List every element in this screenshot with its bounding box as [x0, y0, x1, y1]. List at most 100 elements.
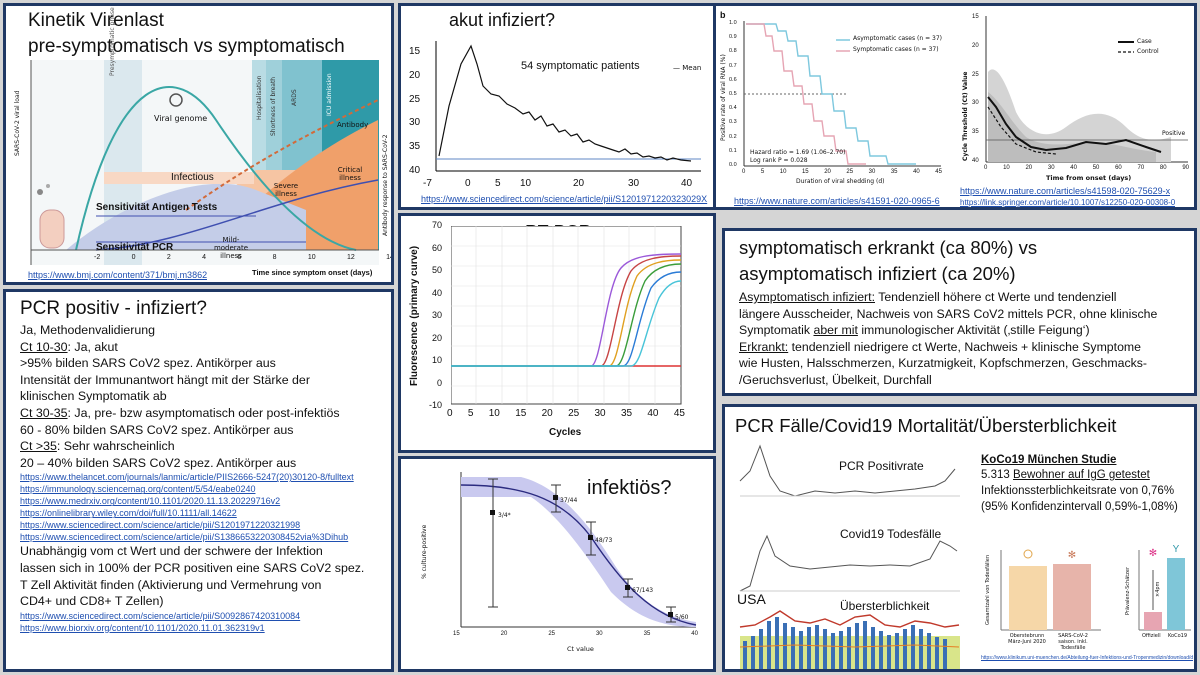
nature-link[interactable]: https://www.nature.com/articles/s41591-0… — [734, 196, 940, 206]
point-label: 5/60 — [675, 614, 689, 621]
koco-link[interactable]: https://www.klinikum.uni-muenchen.de/Abt… — [981, 655, 1193, 661]
reference-link[interactable]: https://www.thelancet.com/journals/lanmi… — [20, 472, 354, 483]
x-tick: 8 — [272, 254, 277, 261]
y-tick: 30 — [432, 310, 443, 320]
reference-link[interactable]: https://www.sciencedirect.com/science/ar… — [20, 532, 349, 543]
x-tick: 10 — [779, 169, 787, 175]
reference-link[interactable]: https://immunology.sciencemag.org/conten… — [20, 484, 256, 495]
y-tick: 20 — [972, 42, 979, 49]
point-label: 3/4* — [498, 512, 511, 519]
pcr-positive-panel: PCR positiv - infiziert? Ja, Methodenval… — [3, 289, 394, 672]
x-tick: 20 — [824, 169, 831, 175]
y-tick: 25 — [409, 93, 421, 105]
acute-link[interactable]: https://www.sciencedirect.com/science/ar… — [421, 194, 708, 204]
symptomatic-title-1: symptomatisch erkrankt (ca 80%) vs — [739, 237, 1038, 258]
label-critical: Critical illness — [337, 166, 363, 182]
infectious-title: infektiös? — [587, 477, 672, 499]
sym-line-1: Erkrankt: tendenziell niedrigere ct Wert… — [739, 339, 1194, 356]
label-infectious: Infectious — [171, 172, 214, 183]
bar-label-1: Oberstebrunn März-Juni 2020 — [1008, 633, 1046, 645]
x-tick: 60 — [1115, 165, 1122, 171]
x-tick: 80 — [1159, 165, 1167, 171]
ct-legend-control: Control — [1137, 48, 1159, 55]
x-tick: 25 — [548, 631, 555, 637]
x-tick: 14 — [386, 254, 394, 261]
y-tick: 0 — [437, 377, 443, 388]
reference-link[interactable]: https://onlinelibrary.wiley.com/doi/full… — [20, 508, 237, 519]
label-sens-pcr: Sensitivität PCR — [96, 242, 174, 253]
study-tested: Bewohner auf IgG getestet — [1012, 469, 1150, 481]
study-count: 5.313 — [981, 469, 1013, 481]
symptomatic-title-2: asymptomatisch infiziert (ca 20%) — [739, 263, 1016, 284]
point-label: 67/143 — [632, 587, 654, 594]
bar-ylabel: Gesamtzahl von Todesfällen — [985, 554, 991, 625]
pcr-positive-title: PCR positiv - infiziert? — [20, 298, 207, 319]
y-tick: 0.1 — [729, 147, 737, 154]
x-tick: 70 — [1137, 165, 1145, 171]
ct-link-2[interactable]: https://link.springer.com/article/10.100… — [960, 198, 1176, 207]
pcr-line-6: Ct 30-35: Ja, pre- bzw asymptomatisch od… — [20, 405, 391, 422]
reference-link[interactable]: https://www.sciencedirect.com/science/ar… — [20, 520, 301, 531]
y-tick: 30 — [972, 100, 979, 107]
pcr-line-2: Ct 10-30: Ja, akut — [20, 339, 391, 356]
acute-y-ticks: 15 20 25 30 35 40 — [409, 46, 420, 176]
x-tick: 0 — [131, 254, 136, 261]
koco-bar-charts: ✻ ✻ Y — [1000, 544, 1191, 631]
x-tick: 50 — [1092, 165, 1100, 171]
point-label: 48/73 — [595, 537, 613, 544]
viral-load-panel: Kinetik Virenlast pre-symptomatisch vs s… — [3, 3, 394, 285]
y-tick: 40 — [409, 164, 421, 176]
sym-text-1: tendenziell niedrigere ct Werte, Nachwei… — [788, 339, 1141, 354]
x-tick: 10 — [488, 408, 500, 419]
x-tick: 10 — [1003, 165, 1010, 171]
tcell-line-3: T Zell Aktivität finden (Aktivierung und… — [20, 577, 322, 592]
reference-link[interactable]: https://www.sciencedirect.com/science/ar… — [20, 610, 301, 621]
ct-range-label: Ct 10-30 — [20, 339, 68, 354]
phase-ards: ARDS — [291, 89, 298, 106]
y-tick: -10 — [429, 400, 443, 410]
rtpcr-y-ticks: 70 60 50 40 30 20 10 0 -10 — [429, 220, 442, 410]
y-tick: 15 — [409, 46, 421, 57]
y-tick: 40 — [972, 157, 979, 164]
ct-time-chart — [985, 16, 1188, 163]
reference-link[interactable]: https://www.medrxiv.org/content/10.1101/… — [20, 496, 281, 507]
ct-positive-label: Positive — [1162, 130, 1186, 137]
y-tick: 10 — [432, 355, 443, 365]
viral-load-x-ticks: -2 0 2 4 6 8 10 12 14 — [94, 254, 394, 261]
km-stat-p: Log rank P = 0.028 — [750, 157, 808, 164]
x-tick: -2 — [94, 254, 101, 261]
pcr-line-5: klinischen Symptomatik ab — [20, 389, 167, 404]
km-y-ticks: 0.0 0.1 0.2 0.3 0.4 0.5 0.6 0.7 0.8 0.9 … — [729, 20, 737, 168]
asym-text-3b: immunologischer Aktivität (‚stille Feigu… — [857, 323, 1090, 338]
x-tick: 30 — [628, 178, 640, 189]
tcell-line-1: Unabhängig vom ct Wert und der schwere d… — [20, 544, 323, 559]
asym-line-2: längere Ausscheider, Nachweis von SARS C… — [739, 306, 1158, 321]
symptomatic-panel: symptomatisch erkrankt (ca 80%) vs asymp… — [722, 228, 1197, 396]
x-tick: 20 — [573, 178, 585, 189]
rtpcr-chart — [451, 226, 682, 405]
svg-text:✻: ✻ — [1149, 548, 1157, 559]
y-tick: 20 — [409, 69, 421, 81]
x-tick: 35 — [620, 408, 633, 419]
x-tick: 90 — [1182, 165, 1189, 171]
x-tick: 35 — [890, 169, 898, 175]
y-tick: 0.2 — [729, 133, 737, 140]
ct-range-label: Ct 30-35 — [20, 405, 68, 420]
bmj-link[interactable]: https://www.bmj.com/content/371/bmj.m386… — [28, 270, 208, 280]
reference-link[interactable]: https://www.biorxiv.org/content/10.1101/… — [20, 622, 265, 633]
asym-line-1: Asymptomatisch infiziert: Tendenziell hö… — [739, 289, 1194, 306]
km-chart — [743, 21, 941, 167]
acute-legend: — Mean — [673, 64, 702, 72]
ct-link-1[interactable]: https://www.nature.com/articles/s41598-0… — [960, 186, 1171, 196]
ct-legend-case: Case — [1137, 38, 1152, 45]
viral-load-subtitle: pre-symptomatisch vs symptomatisch — [28, 36, 345, 57]
mortality-title: PCR Fälle/Covid19 Mortalität/Übersterbli… — [735, 415, 1117, 436]
rtpcr-y-label: Fluorescence (primary curve) — [409, 245, 420, 386]
ct-x-label: Time from onset (days) — [1046, 174, 1132, 182]
y-tick: 0.9 — [729, 34, 737, 41]
y-tick: 70 — [432, 220, 443, 230]
bar2-ylabel: Prävalenz-Schätzer — [1125, 566, 1131, 615]
x-tick: 25 — [568, 408, 580, 419]
point-label: 37/44 — [560, 497, 578, 504]
usa-label: USA — [737, 591, 766, 607]
